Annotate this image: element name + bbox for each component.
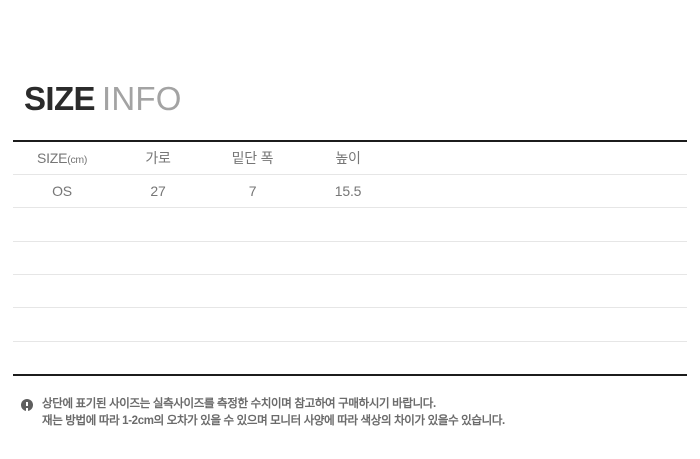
table-row [13,274,687,309]
cell-height [300,307,396,342]
cell-extra [396,341,687,376]
cell-hem-width [205,341,300,376]
cell-hem-width [205,274,300,309]
cell-height: 15.5 [300,174,396,209]
cell-size [13,241,111,276]
size-table: SIZE(cm) 가로 밑단 폭 높이 OS 27 7 15.5 [13,139,687,376]
note-line-2: 재는 방법에 따라 1-2cm의 오차가 있을 수 있으며 모니터 사양에 따라… [42,415,505,427]
table-row: OS 27 7 15.5 [13,174,687,209]
cell-hem-width: 7 [205,174,300,209]
column-header-size-label: SIZE [36,149,68,166]
cell-hem-width [205,241,300,276]
cell-height [300,341,396,376]
size-notes: 상단에 표기된 사이즈는 실측사이즈를 측정한 수치이며 참고하여 구매하시기 … [13,396,687,430]
column-header-blank [396,139,687,175]
page-title: SIZE INFO [24,79,182,119]
column-header-hem-width: 밑단 폭 [205,139,300,175]
cell-extra [396,307,687,342]
cell-hem-width [205,207,300,242]
table-header-row: SIZE(cm) 가로 밑단 폭 높이 [13,139,687,175]
table-row [13,307,687,342]
cell-hem-width [205,307,300,342]
cell-width [111,207,205,242]
cell-extra [396,207,687,242]
column-header-size-unit: (cm) [67,153,88,166]
cell-width: 27 [111,174,205,209]
column-header-height: 높이 [300,139,396,175]
page-title-light: INFO [101,80,182,117]
note-line-1: 상단에 표기된 사이즈는 실측사이즈를 측정한 수치이며 참고하여 구매하시기 … [42,398,436,410]
table-row [13,241,687,276]
cell-width [111,341,205,376]
cell-height [300,241,396,276]
cell-size [13,207,111,242]
column-header-width: 가로 [111,139,205,175]
note-line-2-row: 재는 방법에 따라 1-2cm의 오차가 있을 수 있으며 모니터 사양에 따라… [13,413,687,430]
page-title-strong: SIZE [24,80,96,117]
cell-size [13,274,111,309]
column-header-size: SIZE(cm) [13,139,111,175]
info-exclamation-icon [21,399,33,411]
cell-extra [396,274,687,309]
cell-size [13,307,111,342]
cell-width [111,241,205,276]
table-row [13,341,687,376]
table-row [13,207,687,242]
cell-extra [396,241,687,276]
cell-extra [396,174,687,209]
cell-width [111,274,205,309]
cell-height [300,207,396,242]
note-line-1-row: 상단에 표기된 사이즈는 실측사이즈를 측정한 수치이며 참고하여 구매하시기 … [13,396,687,413]
cell-size [13,341,111,376]
cell-width [111,307,205,342]
cell-height [300,274,396,309]
cell-size: OS [13,174,111,209]
